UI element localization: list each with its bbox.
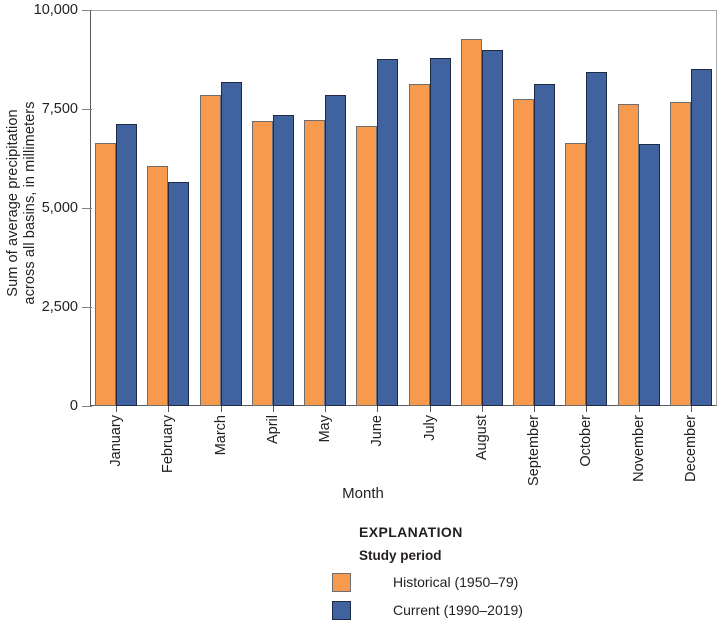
legend-item-current: Current (1990–2019)	[332, 599, 722, 621]
x-axis-tick	[690, 406, 692, 412]
y-axis-tick	[82, 109, 92, 110]
y-axis-tick-label: 2,500	[41, 299, 78, 315]
explanation-legend: EXPLANATION Study period Historical (195…	[332, 524, 722, 627]
bar-june-current	[377, 59, 399, 406]
bar-january-historical	[95, 142, 117, 406]
bar-may-current	[325, 95, 347, 406]
bar-july-current	[429, 57, 451, 406]
x-axis-tick	[325, 406, 327, 412]
bar-august-historical	[460, 38, 482, 406]
bar-june-historical	[356, 125, 378, 406]
bar-november-historical	[617, 103, 639, 406]
x-axis-tick	[638, 406, 640, 412]
explanation-heading: EXPLANATION	[359, 524, 463, 540]
x-axis-tick	[429, 406, 431, 412]
bar-april-current	[272, 114, 294, 406]
y-axis-tick-label: 5,000	[41, 200, 78, 216]
bar-november-current	[638, 143, 660, 406]
legend-label-current: Current (1990–2019)	[393, 602, 523, 618]
bar-february-historical	[147, 166, 169, 406]
y-axis-tick-label: 7,500	[41, 101, 78, 117]
bar-december-historical	[669, 102, 691, 406]
bar-october-current	[586, 72, 608, 406]
explanation-subheading: Study period	[359, 548, 442, 563]
bar-march-historical	[199, 95, 221, 406]
bar-may-historical	[304, 120, 326, 406]
x-axis-tick	[377, 406, 379, 412]
bar-march-current	[220, 82, 242, 406]
y-axis-title-line-2: across all basins, in millimeters	[22, 101, 38, 305]
x-axis-title: Month	[342, 485, 384, 502]
x-axis-tick	[272, 406, 274, 412]
bar-february-current	[168, 182, 190, 406]
bar-january-current	[116, 124, 138, 406]
x-axis-tick	[534, 406, 536, 412]
bar-september-historical	[513, 99, 535, 406]
bar-april-historical	[251, 120, 273, 406]
legend-swatch-current-icon	[332, 600, 351, 620]
y-axis-tick	[82, 10, 92, 11]
bar-july-historical	[408, 84, 430, 406]
bar-december-current	[690, 69, 712, 406]
x-axis-tick	[481, 406, 483, 412]
y-axis-title-line-1: Sum of average precipitation	[5, 109, 22, 297]
legend-swatch-historical-icon	[332, 572, 351, 592]
y-axis-tick	[82, 208, 92, 209]
bar-september-current	[534, 84, 556, 406]
bar-august-current	[481, 50, 503, 406]
x-axis-tick	[220, 406, 222, 412]
y-axis-tick-label: 10,000	[33, 2, 78, 18]
legend-item-historical: Historical (1950–79)	[332, 571, 722, 593]
plot-area	[90, 10, 717, 406]
x-axis-tick	[586, 406, 588, 412]
x-axis-tick	[168, 406, 170, 412]
legend-label-historical: Historical (1950–79)	[393, 574, 519, 590]
bar-october-historical	[565, 142, 587, 406]
y-axis-tick	[82, 307, 92, 308]
y-axis-tick-label: 0	[69, 398, 78, 414]
y-axis-title: Sum of average precipitation across all …	[0, 0, 44, 410]
x-axis-tick	[116, 406, 118, 412]
y-axis-tick	[82, 406, 92, 407]
